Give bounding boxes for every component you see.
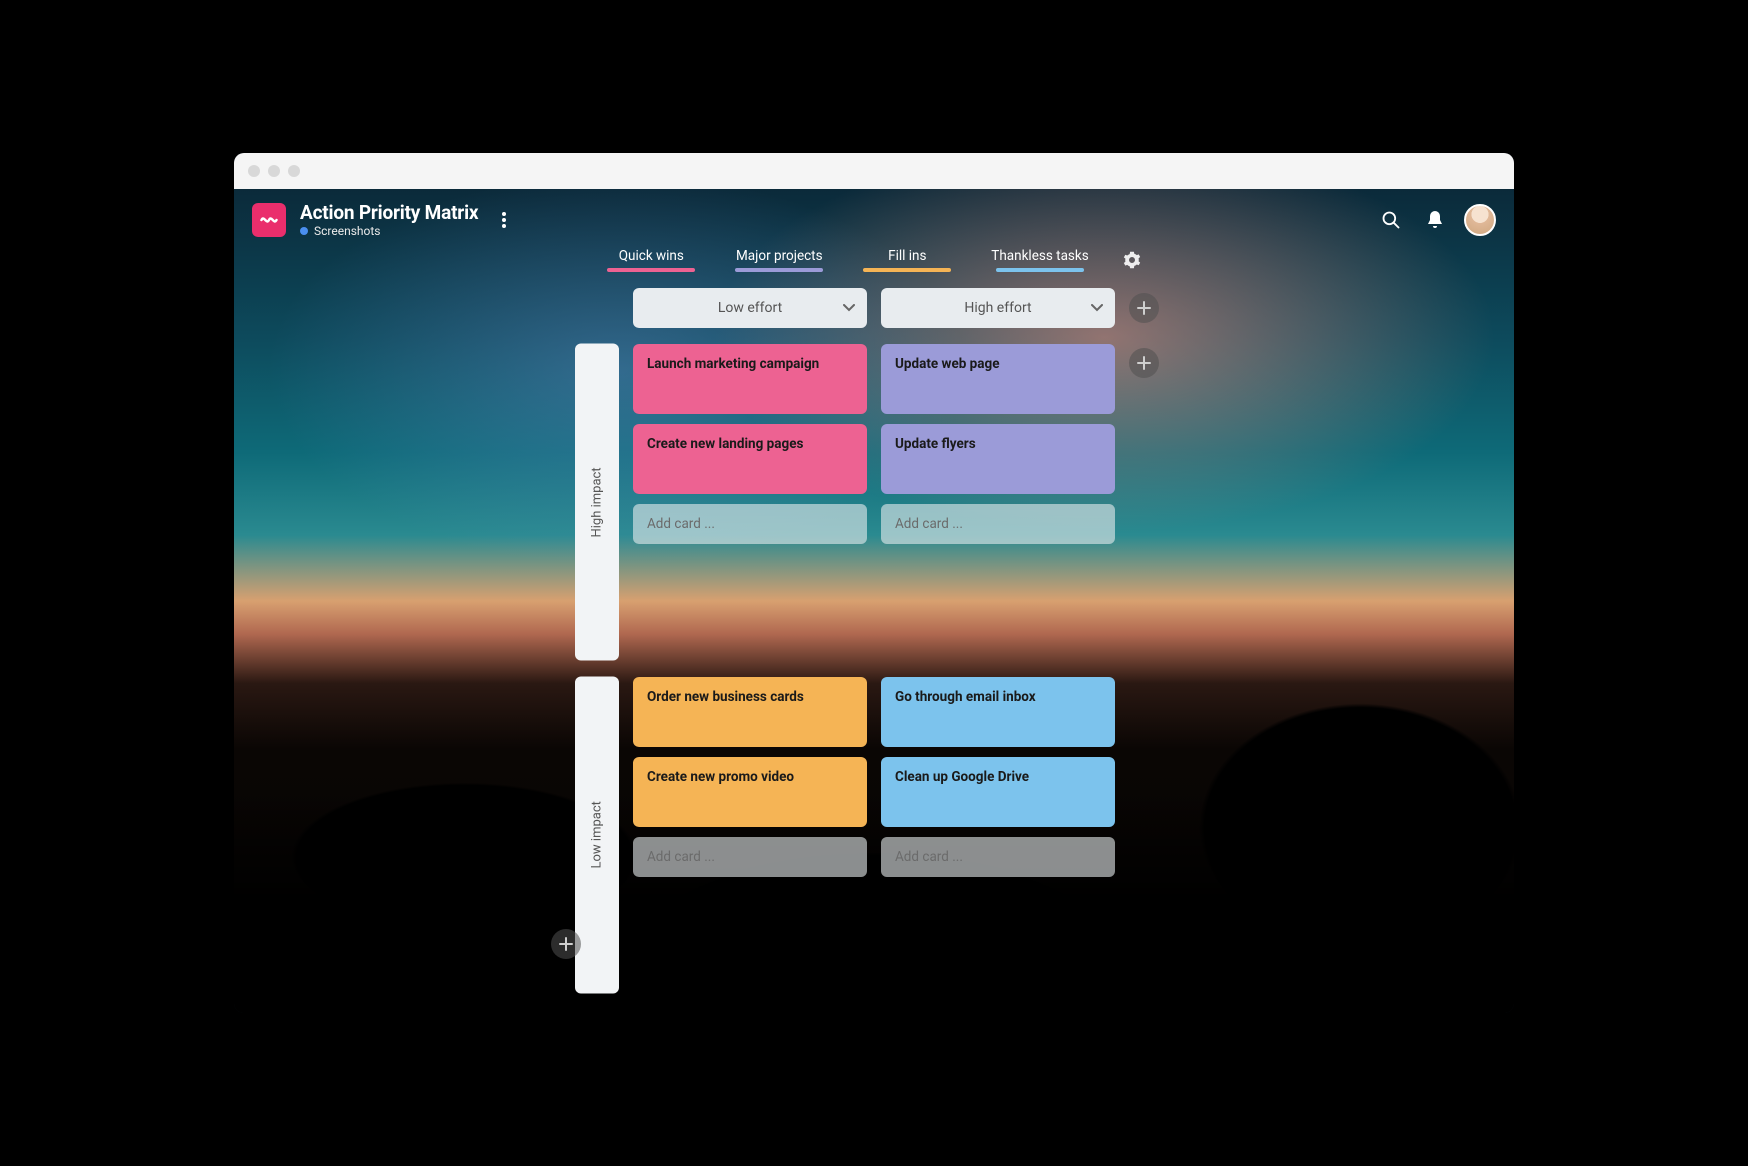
- browser-window: Action Priority Matrix Screenshots: [234, 153, 1514, 1013]
- column-header[interactable]: Low effort: [633, 288, 867, 328]
- window-close-dot[interactable]: [248, 165, 260, 177]
- legend-label: Major projects: [736, 248, 823, 264]
- add-row-button[interactable]: [551, 929, 581, 959]
- legend-label: Fill ins: [888, 248, 926, 264]
- legend-item[interactable]: Major projects: [735, 248, 823, 272]
- user-avatar[interactable]: [1464, 204, 1496, 236]
- kebab-icon: [502, 212, 506, 228]
- plus-icon: [1137, 356, 1151, 370]
- notifications-button[interactable]: [1420, 205, 1450, 235]
- add-cell-button[interactable]: [1129, 348, 1159, 378]
- legend-underline: [863, 268, 951, 272]
- category-dot: [300, 227, 308, 235]
- grid-cell: Order new business cards Create new promo…: [633, 677, 867, 877]
- board-subtitle-label: Screenshots: [314, 224, 380, 238]
- bell-icon: [1426, 210, 1444, 230]
- legend-underline: [996, 268, 1084, 272]
- add-card-button[interactable]: Add card ...: [633, 504, 867, 544]
- search-icon: [1381, 210, 1401, 230]
- legend-underline: [607, 268, 695, 272]
- add-card-button[interactable]: Add card ...: [633, 837, 867, 877]
- column-header-label: High effort: [964, 300, 1031, 316]
- legend-label: Thankless tasks: [991, 248, 1088, 264]
- app-content: Action Priority Matrix Screenshots: [234, 189, 1514, 1013]
- card[interactable]: Create new promo video: [633, 757, 867, 827]
- card[interactable]: Order new business cards: [633, 677, 867, 747]
- board-grid: Low effort High effort High impact Launch m…: [234, 278, 1514, 1013]
- grid-cell: Go through email inbox Clean up Google Dr…: [881, 677, 1115, 877]
- card[interactable]: Clean up Google Drive: [881, 757, 1115, 827]
- legend-row: Quick wins Major projects Fill ins Thankles…: [234, 238, 1514, 278]
- chevron-down-icon: [843, 304, 855, 312]
- legend-underline: [735, 268, 823, 272]
- grid-cell: Update web page Update flyers Add card ...: [881, 344, 1115, 544]
- card[interactable]: Update web page: [881, 344, 1115, 414]
- column-header[interactable]: High effort: [881, 288, 1115, 328]
- board-title: Action Priority Matrix: [300, 201, 478, 224]
- board-subtitle[interactable]: Screenshots: [300, 224, 478, 238]
- search-button[interactable]: [1376, 205, 1406, 235]
- gear-icon: [1123, 251, 1141, 269]
- legend-item[interactable]: Thankless tasks: [991, 248, 1088, 272]
- row-label[interactable]: High impact: [575, 344, 619, 661]
- column-header-label: Low effort: [718, 300, 782, 316]
- legend-item[interactable]: Fill ins: [863, 248, 951, 272]
- card[interactable]: Create new landing pages: [633, 424, 867, 494]
- app-logo[interactable]: [252, 203, 286, 237]
- window-minimize-dot[interactable]: [268, 165, 280, 177]
- app-header: Action Priority Matrix Screenshots: [234, 189, 1514, 238]
- row-label[interactable]: Low impact: [575, 677, 619, 994]
- legend-item[interactable]: Quick wins: [607, 248, 695, 272]
- board-menu-button[interactable]: [492, 208, 516, 232]
- window-zoom-dot[interactable]: [288, 165, 300, 177]
- legend-label: Quick wins: [619, 248, 684, 264]
- window-title-bar: [234, 153, 1514, 189]
- chevron-down-icon: [1091, 304, 1103, 312]
- legend-settings-button[interactable]: [1123, 251, 1141, 269]
- plus-icon: [559, 937, 573, 951]
- card[interactable]: Go through email inbox: [881, 677, 1115, 747]
- add-card-button[interactable]: Add card ...: [881, 837, 1115, 877]
- add-card-button[interactable]: Add card ...: [881, 504, 1115, 544]
- card[interactable]: Update flyers: [881, 424, 1115, 494]
- add-column-button[interactable]: [1129, 293, 1159, 323]
- grid-cell: Launch marketing campaign Create new land…: [633, 344, 867, 544]
- board-title-wrap: Action Priority Matrix Screenshots: [300, 201, 478, 238]
- plus-icon: [1137, 301, 1151, 315]
- card[interactable]: Launch marketing campaign: [633, 344, 867, 414]
